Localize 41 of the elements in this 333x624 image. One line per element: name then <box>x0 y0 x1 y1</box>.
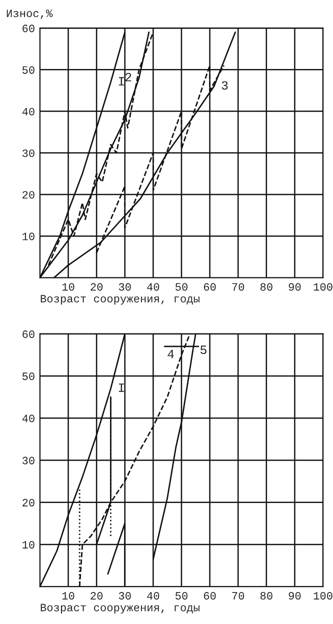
series-label: 5 <box>200 346 206 354</box>
x-tick-label: 30 <box>118 592 131 600</box>
series-label: 3 <box>222 81 228 90</box>
series-label: 4 <box>168 350 174 358</box>
y-tick-label: 50 <box>22 372 34 380</box>
x-tick-label: 90 <box>288 592 301 600</box>
y-tick-label: 30 <box>22 456 34 464</box>
y-tick-label: 60 <box>22 24 34 32</box>
x-tick-label: 40 <box>147 592 160 600</box>
y-tick-label: 20 <box>22 498 34 506</box>
x-axis-title: Возраст сооружения, годы <box>40 295 200 305</box>
x-tick-label: 60 <box>204 283 216 291</box>
series-label: 2 <box>125 72 132 82</box>
y-tick-label: 10 <box>22 232 34 240</box>
x-tick-label: 20 <box>90 592 103 600</box>
x-tick-label: 10 <box>62 283 74 291</box>
x-tick-label: 80 <box>260 283 272 291</box>
x-tick-label: 50 <box>176 283 188 291</box>
y-tick-label: 40 <box>22 108 34 116</box>
x-tick-label: 100 <box>314 592 332 600</box>
x-tick-label: 90 <box>288 283 301 291</box>
x-tick-label: 70 <box>232 283 244 291</box>
y-tick-label: 30 <box>22 149 34 158</box>
x-tick-label: 100 <box>314 283 332 291</box>
series-label: I <box>118 384 124 392</box>
x-tick-label: 10 <box>62 592 74 600</box>
x-tick-label: 30 <box>118 283 131 291</box>
y-tick-label: 20 <box>22 191 34 199</box>
x-tick-label: 20 <box>90 283 103 291</box>
x-tick-label: 70 <box>232 592 244 600</box>
y-tick-label: 40 <box>22 414 34 422</box>
y-tick-label: 50 <box>22 66 34 74</box>
x-tick-label: 50 <box>176 592 188 600</box>
y-axis-title: Износ,% <box>6 10 53 20</box>
x-tick-label: 80 <box>260 592 272 600</box>
y-tick-label: 10 <box>22 541 34 549</box>
x-tick-label: 60 <box>204 592 216 600</box>
x-tick-label: 40 <box>147 283 160 291</box>
series-label: I <box>118 77 124 86</box>
y-tick-label: 60 <box>22 330 34 338</box>
x-axis-title: Возраст сооружения, годы <box>40 604 200 614</box>
